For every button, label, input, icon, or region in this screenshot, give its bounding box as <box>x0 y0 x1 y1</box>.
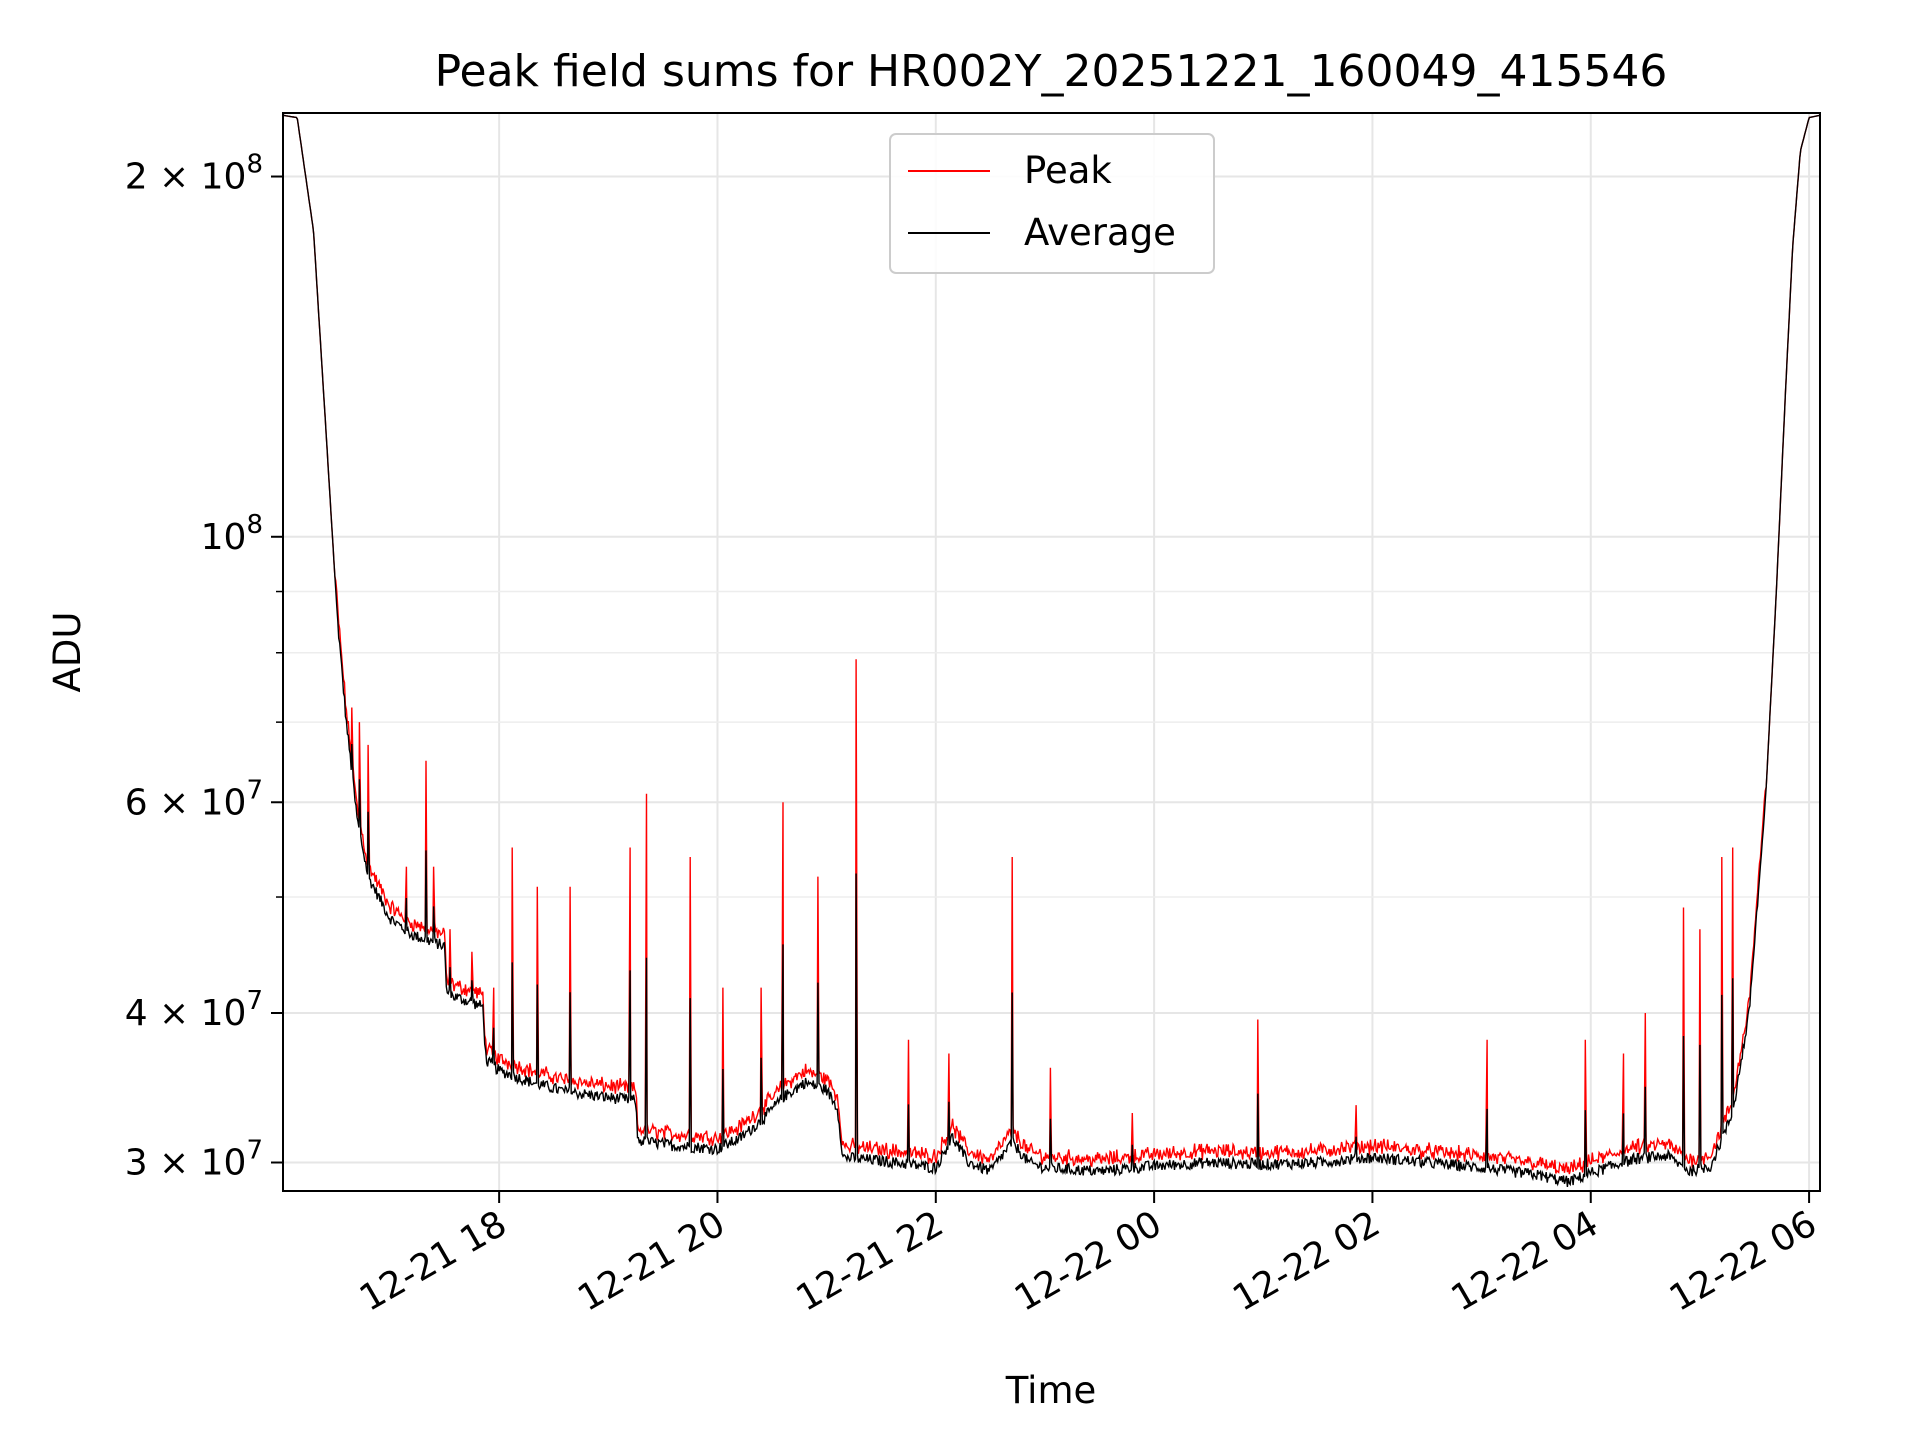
legend-peak-label: Peak <box>1024 149 1112 192</box>
legend-box <box>889 133 1215 274</box>
average-series-line <box>283 114 1820 1187</box>
y-tick-label-0: 3 × 107 <box>125 1136 263 1184</box>
x-axis-label: Time <box>1005 1369 1097 1412</box>
y-axis: 3 × 107 4 × 107 6 × 107 108 2 × 108 <box>125 150 283 1184</box>
y-tick-label-2: 6 × 107 <box>125 775 263 823</box>
y-tick-label-3: 108 <box>201 510 263 558</box>
y-tick-label-4: 2 × 108 <box>125 150 263 198</box>
series-layer <box>283 114 1820 1187</box>
y-tick-label-1: 4 × 107 <box>125 986 263 1034</box>
series-group <box>283 114 1820 1187</box>
legend: Peak Average <box>889 133 1215 274</box>
legend-average-label: Average <box>1024 211 1176 254</box>
grid <box>283 113 1820 1191</box>
chart-title: Peak field sums for HR002Y_20251221_1600… <box>435 46 1668 97</box>
y-axis-label: ADU <box>46 612 89 693</box>
